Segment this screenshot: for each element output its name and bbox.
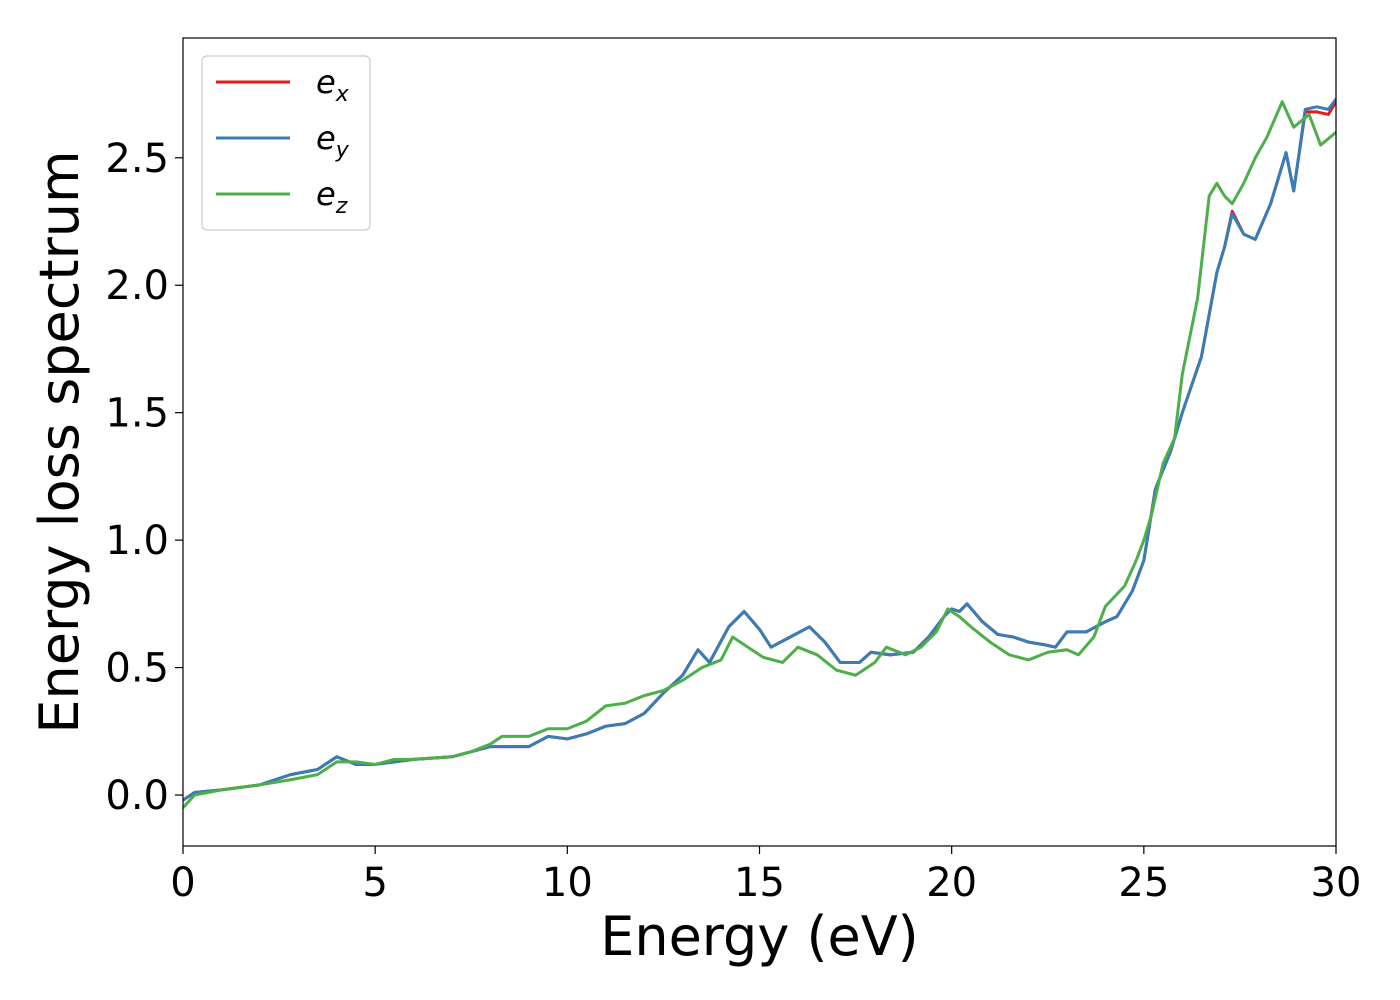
y-tick-label: 2.0 [105, 263, 169, 309]
series-layer [183, 97, 1336, 810]
y-tick-label: 1.0 [105, 518, 169, 564]
x-axis-label: Energy (eV) [600, 905, 919, 968]
x-tick-label: 30 [1311, 860, 1362, 906]
x-tick-label: 15 [734, 860, 785, 906]
x-tick-label: 20 [926, 860, 977, 906]
y-axis-label: Energy loss spectrum [28, 150, 91, 733]
series-line-ez [183, 100, 1336, 810]
x-tick-label: 0 [170, 860, 195, 906]
x-tick-label: 25 [1118, 860, 1169, 906]
ticks-layer: 0 5 10 15 20 25 30 0.0 0.5 1.0 1.5 2.0 2.5 [105, 136, 1361, 906]
x-tick-label: 10 [542, 860, 593, 906]
x-tick-label: 5 [362, 860, 387, 906]
legend-frame [201, 55, 371, 231]
y-tick-label: 0.5 [105, 646, 169, 692]
y-tick-label: 0.0 [105, 773, 169, 819]
y-tick-label: 2.5 [105, 136, 169, 182]
y-tick-label: 1.5 [105, 391, 169, 437]
